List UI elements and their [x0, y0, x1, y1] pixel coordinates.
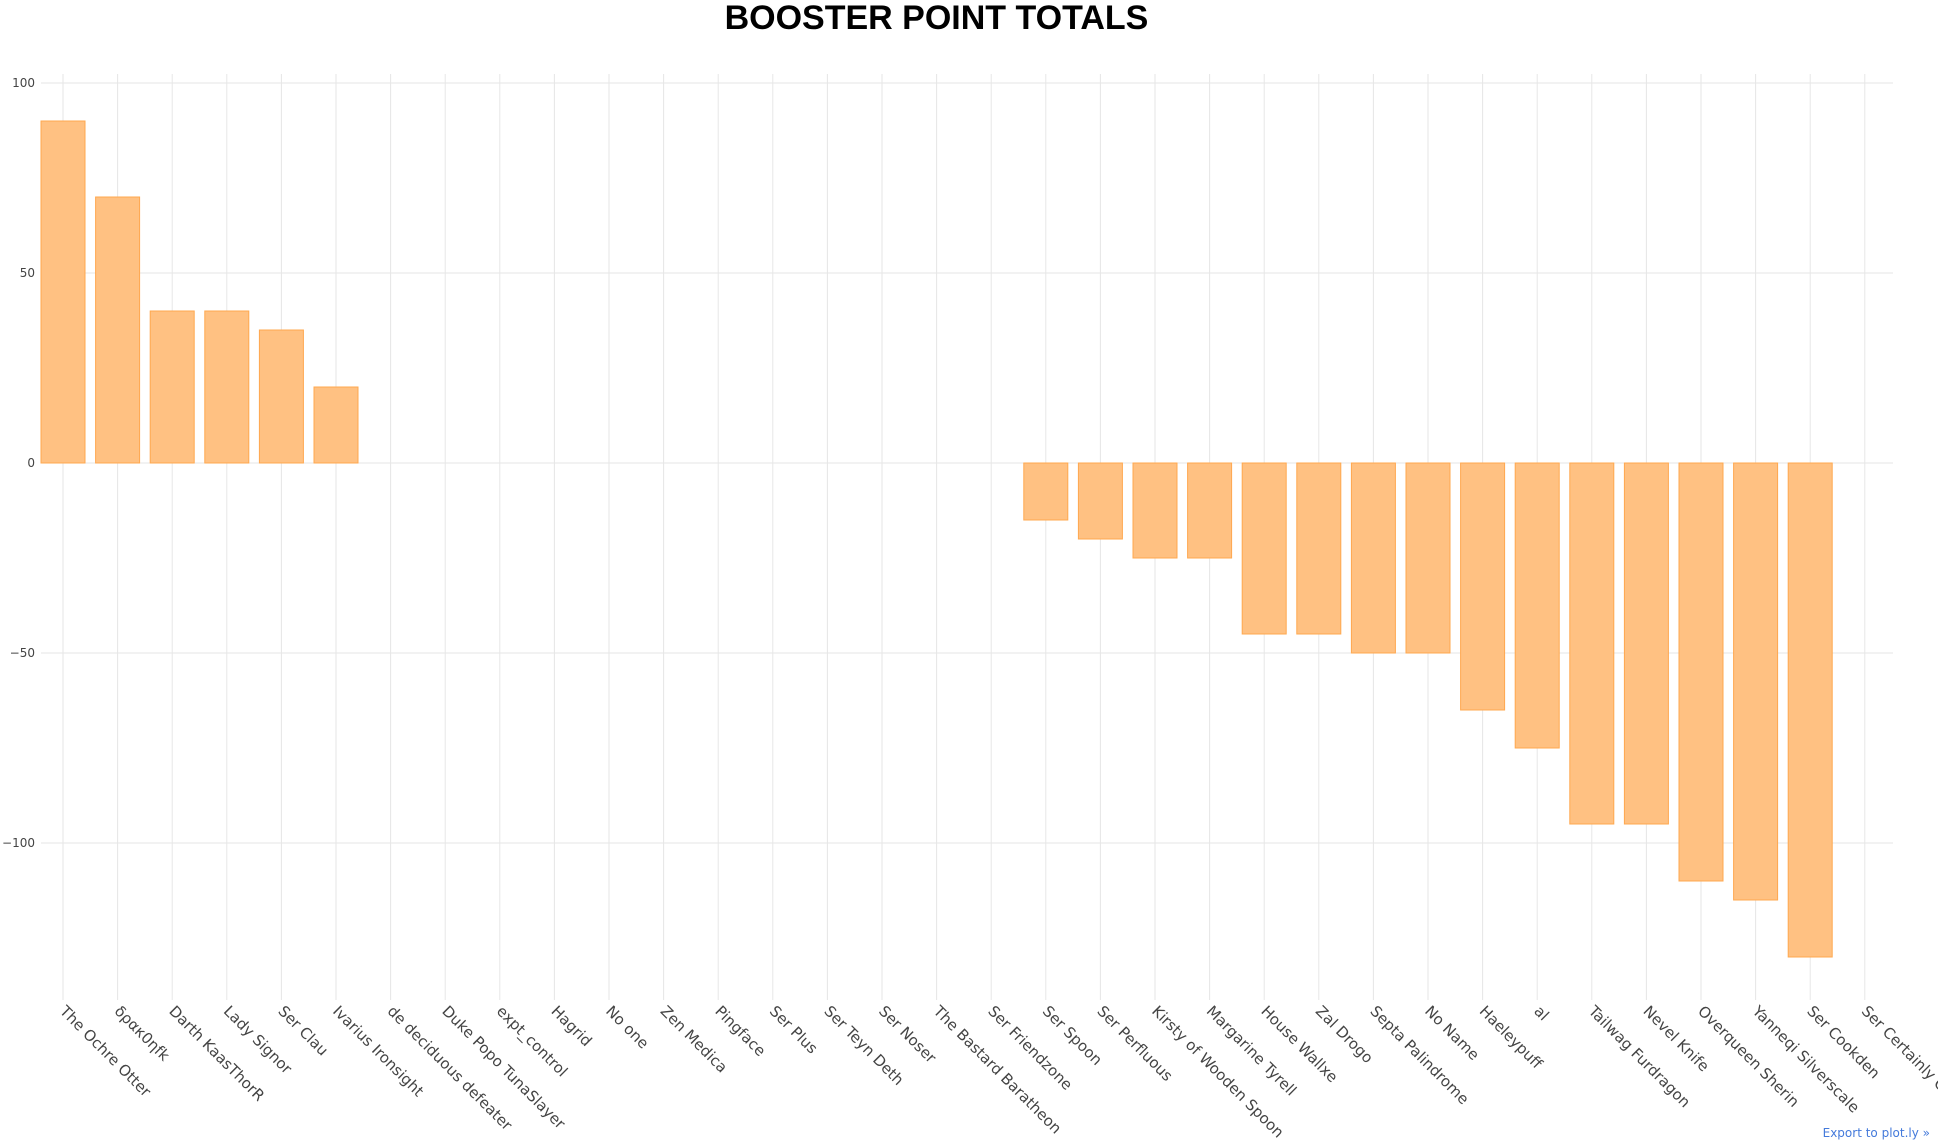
y-tick-label: 100: [12, 76, 35, 90]
bar[interactable]: [1187, 462, 1233, 559]
bar[interactable]: [1678, 462, 1724, 882]
y-tick-label: 50: [20, 266, 35, 280]
bar[interactable]: [40, 120, 86, 464]
bar[interactable]: [149, 310, 195, 464]
x-tick-label: Darth KaasThorR: [165, 1002, 268, 1105]
bar[interactable]: [1460, 462, 1506, 711]
bar[interactable]: [1241, 462, 1287, 635]
x-tick-label: Ivarius Ironsight: [329, 1002, 427, 1100]
x-tick-label: Overqueen Sherin: [1694, 1002, 1803, 1111]
bar[interactable]: [1787, 462, 1833, 958]
x-tick-label: Tailwag Furdragon: [1584, 1001, 1694, 1111]
bar[interactable]: [204, 310, 250, 464]
bar[interactable]: [1023, 462, 1069, 521]
x-tick-label: No one: [602, 1002, 652, 1052]
bar[interactable]: [258, 329, 304, 464]
bar[interactable]: [1514, 462, 1560, 749]
bar[interactable]: [1350, 462, 1396, 654]
bar[interactable]: [1569, 462, 1615, 825]
chart-title: BOOSTER POINT TOTALS: [724, 0, 1149, 37]
bar[interactable]: [313, 386, 359, 464]
export-to-plotly-link[interactable]: Export to plot.ly »: [1822, 1126, 1930, 1140]
x-tick-label: Yanneqi Silverscale: [1748, 1001, 1863, 1116]
bar[interactable]: [1733, 462, 1779, 901]
x-tick-label: Septa Palindrome: [1367, 1002, 1473, 1108]
bar[interactable]: [95, 196, 141, 464]
bars: [40, 120, 1833, 958]
bar[interactable]: [1132, 462, 1178, 559]
y-tick-label: −50: [10, 646, 35, 660]
bar[interactable]: [1296, 462, 1342, 635]
x-tick-label: Ser Clau: [275, 1002, 332, 1059]
bar[interactable]: [1623, 462, 1669, 825]
bar[interactable]: [1077, 462, 1123, 540]
bar[interactable]: [1405, 462, 1451, 654]
y-tick-label: 0: [27, 456, 35, 470]
x-tick-label: The Ochre Otter: [55, 1001, 155, 1101]
grid-lines: [41, 74, 1893, 1000]
x-tick-label: al: [1530, 1002, 1552, 1024]
y-tick-label: −100: [2, 836, 35, 850]
x-tick-label: Hagrid: [548, 1002, 596, 1050]
x-tick-label: Ser Plus: [766, 1002, 821, 1057]
y-axis-ticks: 100 50 0 −50 −100: [2, 76, 35, 850]
